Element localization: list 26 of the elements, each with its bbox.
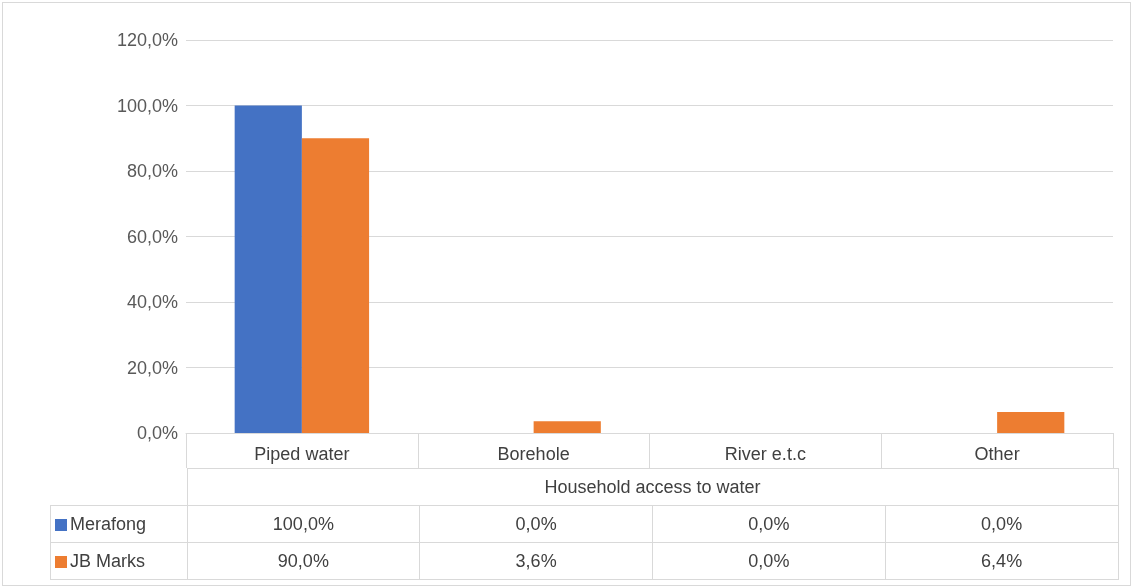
y-tick-label: 80,0% <box>126 161 178 181</box>
data-label: 0,0% <box>885 505 1118 543</box>
y-tick-label: 40,0% <box>126 292 178 312</box>
y-tick-label: 60,0% <box>126 226 178 247</box>
data-label: 6,4% <box>885 542 1118 580</box>
data-label: 0,0% <box>419 505 653 543</box>
legend-label: Merafong <box>50 505 187 543</box>
x-tick-label: River e.t.c <box>724 444 806 464</box>
x-tick-label: Other <box>974 444 1020 464</box>
y-tick-label: 100,0% <box>116 95 178 116</box>
data-label: 3,6% <box>419 542 653 580</box>
y-tick-label: 120,0% <box>116 30 178 50</box>
bar <box>533 421 601 433</box>
x-tick-label: Borehole <box>497 444 570 464</box>
legend-label: JB Marks <box>50 542 187 580</box>
y-tick-label: 0,0% <box>136 423 178 443</box>
data-label: 0,0% <box>652 505 886 543</box>
bar <box>997 412 1065 433</box>
y-tick-label: 20,0% <box>126 357 178 378</box>
x-axis-title: Household access to water <box>187 468 1118 506</box>
data-label: 0,0% <box>652 542 886 580</box>
bar <box>234 105 302 433</box>
data-label: 90,0% <box>187 542 420 580</box>
data-label: 100,0% <box>187 505 420 543</box>
bar <box>301 138 370 433</box>
x-tick-label: Piped water <box>254 444 350 464</box>
